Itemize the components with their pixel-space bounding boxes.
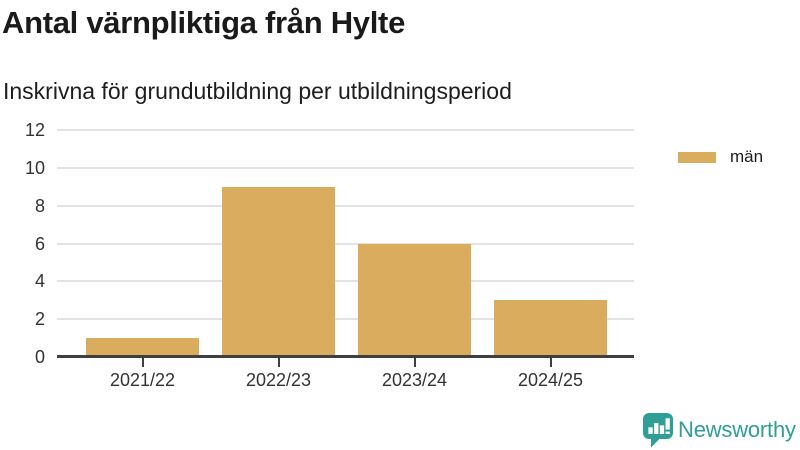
x-axis-tick-label: 2023/24 xyxy=(381,370,448,390)
y-axis-tick-label: 12 xyxy=(24,120,45,140)
y-axis-tick-label: 4 xyxy=(34,271,45,292)
x-axis-tick-label: 2021/22 xyxy=(109,370,176,390)
x-axis: 2021/22 2022/23 2023/24 2024/25 xyxy=(57,358,634,400)
y-axis-tick-label: 2 xyxy=(34,309,45,330)
gridline-y-2 xyxy=(57,318,634,321)
x-axis-tick xyxy=(549,358,552,367)
plot-area xyxy=(57,129,634,358)
newsworthy-logo: Newsworthy xyxy=(643,413,796,448)
x-axis-line xyxy=(57,355,634,358)
chart-title: Antal värnpliktiga från Hylte xyxy=(2,5,406,40)
x-axis-tick-label: 2024/25 xyxy=(517,370,584,390)
y-axis-tick-label: 0 xyxy=(34,347,45,367)
y-axis-tick-label: 8 xyxy=(34,195,45,216)
newsworthy-wordmark: Newsworthy xyxy=(678,417,796,442)
bar-2023/24 xyxy=(358,243,471,357)
bar-chart-speech-bubble-icon xyxy=(643,413,673,448)
gridline-y-4 xyxy=(57,280,634,283)
legend-label-man: män xyxy=(730,147,764,166)
legend-swatch-man xyxy=(678,151,716,163)
gridline-y-6 xyxy=(57,242,634,245)
y-axis-tick-label: 10 xyxy=(24,157,45,178)
bar-2021/22 xyxy=(86,338,199,357)
bar-2024/25 xyxy=(494,300,607,357)
x-axis-tick xyxy=(277,358,280,367)
x-axis-tick-label: 2022/23 xyxy=(245,370,312,390)
gridline-y-8 xyxy=(57,204,634,207)
gridline-y-12 xyxy=(57,129,634,131)
bar-2022/23 xyxy=(222,186,335,357)
legend: män xyxy=(678,147,763,167)
x-axis-tick xyxy=(141,358,144,367)
chart-subtitle: Inskrivna för grundutbildning per utbild… xyxy=(3,78,512,104)
y-axis: 0 2 4 6 8 10 12 xyxy=(0,120,45,367)
gridline-y-10 xyxy=(57,166,634,169)
y-axis-tick-label: 6 xyxy=(34,233,45,254)
x-axis-tick xyxy=(413,358,416,367)
